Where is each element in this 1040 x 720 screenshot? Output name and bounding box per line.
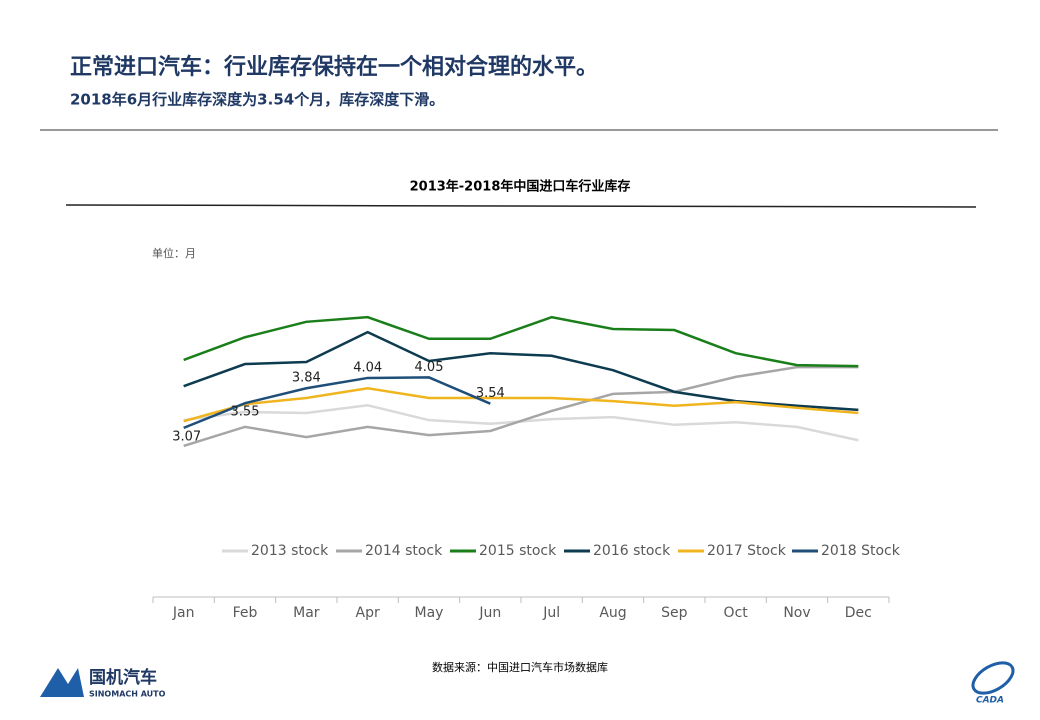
chart-title-rule bbox=[65, 204, 977, 208]
logo-ring bbox=[971, 661, 1015, 695]
x-tick-label: Jan bbox=[172, 605, 195, 621]
x-tick-label: Jun bbox=[478, 605, 501, 621]
series-line bbox=[183, 386, 859, 423]
x-tick-label: Nov bbox=[783, 605, 810, 621]
series-line bbox=[183, 403, 859, 442]
slide-title: 正常进口汽车：行业库存保持在一个相对合理的水平。 bbox=[70, 54, 598, 80]
data-label: 4.05 bbox=[415, 360, 444, 375]
series-line bbox=[183, 315, 859, 368]
logo-text: CADA bbox=[976, 696, 1004, 706]
legend-label: 2016 stock bbox=[593, 543, 671, 559]
data-label: 3.84 bbox=[292, 371, 321, 386]
legend-label: 2014 stock bbox=[365, 543, 443, 559]
chart-title: 2013年-2018年中国进口车行业库存 bbox=[410, 179, 631, 195]
unit-label: 单位：月 bbox=[152, 246, 196, 260]
plot: Jan Feb Mar Apr May Jun Jul Aug Sep Oct Nov Dec 3.07… bbox=[152, 315, 901, 621]
x-tick-label: Dec bbox=[845, 605, 872, 621]
series-line bbox=[183, 376, 491, 430]
x-tick-label: Jul bbox=[542, 605, 560, 621]
logo-left: 国机汽车 SINOMACH AUTO bbox=[40, 667, 166, 699]
x-tick-label: Sep bbox=[661, 605, 688, 621]
data-label: 3.55 bbox=[231, 405, 260, 420]
source-note: 数据来源：中国进口汽车市场数据库 bbox=[432, 660, 608, 674]
legend-label: 2018 Stock bbox=[821, 543, 901, 559]
slide-subtitle: 2018年6月行业库存深度为3.54个月，库存深度下滑。 bbox=[70, 91, 444, 109]
x-tick-label: Oct bbox=[724, 605, 749, 621]
logo-cn: 国机汽车 bbox=[89, 667, 157, 688]
logo-shape bbox=[40, 668, 84, 697]
logo-right: CADA bbox=[971, 661, 1015, 706]
x-tick-label: May bbox=[415, 605, 444, 621]
legend-label: 2015 stock bbox=[479, 543, 557, 559]
x-tick-label: Aug bbox=[599, 605, 626, 621]
x-tick-label: Mar bbox=[293, 605, 320, 621]
x-tick-label: Feb bbox=[233, 605, 258, 621]
data-label: 3.54 bbox=[476, 386, 505, 401]
legend-label: 2013 stock bbox=[251, 543, 329, 559]
data-label: 3.07 bbox=[172, 429, 201, 444]
data-label: 4.04 bbox=[353, 360, 382, 375]
x-tick-label: Apr bbox=[356, 605, 380, 621]
legend-label: 2017 Stock bbox=[707, 543, 787, 559]
logo-en: SINOMACH AUTO bbox=[89, 690, 166, 699]
series-line bbox=[183, 365, 859, 448]
